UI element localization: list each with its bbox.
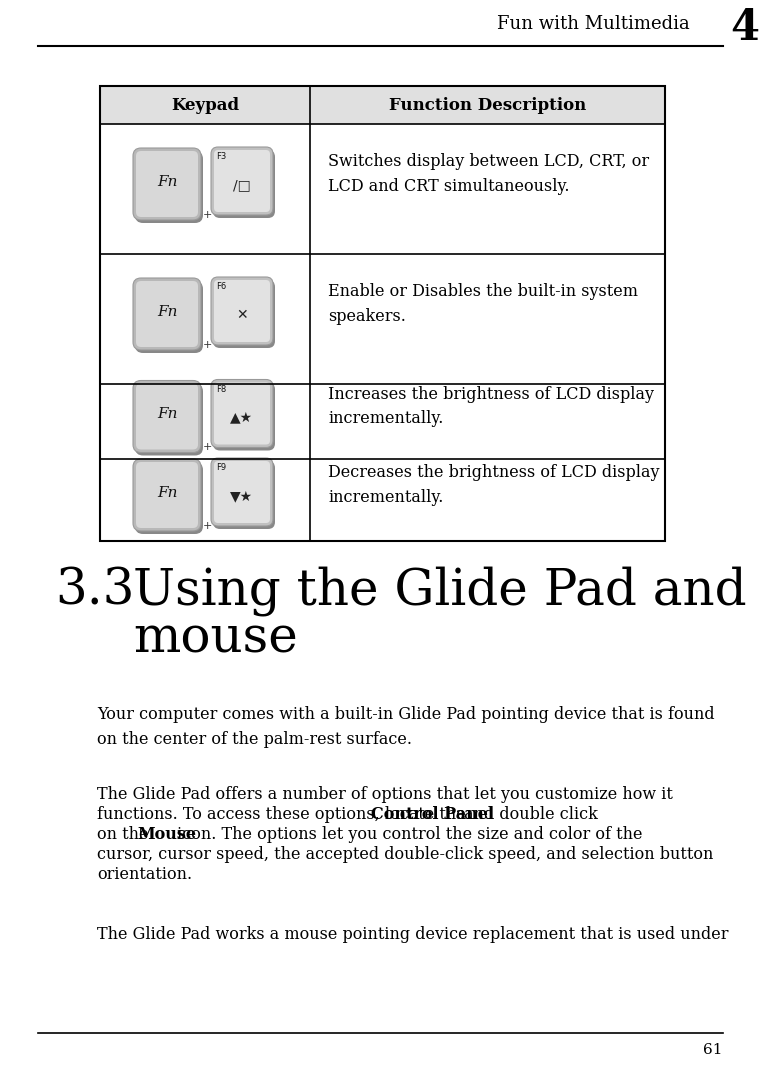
Text: Using the Glide Pad and Wireless: Using the Glide Pad and Wireless <box>133 566 761 615</box>
FancyBboxPatch shape <box>133 148 201 220</box>
FancyBboxPatch shape <box>135 151 203 223</box>
FancyBboxPatch shape <box>136 383 198 450</box>
Text: 4: 4 <box>731 8 759 49</box>
Text: Keypad: Keypad <box>171 97 239 113</box>
FancyBboxPatch shape <box>213 280 275 348</box>
Text: +: + <box>202 340 212 350</box>
Text: functions. To access these options, locate the: functions. To access these options, loca… <box>97 806 471 823</box>
Text: Function Description: Function Description <box>389 97 586 113</box>
FancyBboxPatch shape <box>136 151 198 217</box>
Text: Your computer comes with a built-in Glide Pad pointing device that is found
on t: Your computer comes with a built-in Glid… <box>97 706 715 749</box>
FancyBboxPatch shape <box>214 461 270 523</box>
Text: F6: F6 <box>216 282 226 291</box>
Text: Fn: Fn <box>157 408 177 422</box>
Text: The Glide Pad offers a number of options that let you customize how it: The Glide Pad offers a number of options… <box>97 785 673 803</box>
Text: ✕: ✕ <box>236 308 248 322</box>
Text: icon. The options let you control the size and color of the: icon. The options let you control the si… <box>172 826 642 843</box>
FancyBboxPatch shape <box>133 459 201 530</box>
Text: Mouse: Mouse <box>138 826 197 843</box>
FancyBboxPatch shape <box>211 277 273 345</box>
FancyBboxPatch shape <box>136 462 198 528</box>
Text: Enable or Disables the built-in system
speakers.: Enable or Disables the built-in system s… <box>328 283 638 325</box>
Text: The Glide Pad works a mouse pointing device replacement that is used under: The Glide Pad works a mouse pointing dev… <box>97 926 728 943</box>
FancyBboxPatch shape <box>133 278 201 350</box>
Text: +: + <box>202 442 212 453</box>
Text: +: + <box>202 210 212 220</box>
Text: Fun with Multimedia: Fun with Multimedia <box>497 15 690 33</box>
Text: Switches display between LCD, CRT, or
LCD and CRT simultaneously.: Switches display between LCD, CRT, or LC… <box>328 154 649 195</box>
Text: /□: /□ <box>233 178 251 192</box>
Text: Decreases the brightness of LCD display
incrementally.: Decreases the brightness of LCD display … <box>328 465 660 506</box>
Text: Fn: Fn <box>157 486 177 500</box>
FancyBboxPatch shape <box>213 150 275 218</box>
Text: F9: F9 <box>216 463 226 472</box>
FancyBboxPatch shape <box>214 280 270 342</box>
FancyBboxPatch shape <box>135 281 203 353</box>
FancyBboxPatch shape <box>213 382 275 451</box>
FancyBboxPatch shape <box>214 150 270 212</box>
Text: on the: on the <box>97 826 154 843</box>
Text: ▼★: ▼★ <box>231 489 253 502</box>
FancyBboxPatch shape <box>135 383 203 455</box>
Text: Control Panel: Control Panel <box>371 806 493 823</box>
Text: ▲★: ▲★ <box>231 411 253 425</box>
FancyBboxPatch shape <box>211 458 273 526</box>
Bar <box>100 86 665 541</box>
Text: and double click: and double click <box>459 806 598 823</box>
Text: orientation.: orientation. <box>97 866 192 883</box>
Text: F3: F3 <box>216 152 226 161</box>
Text: Fn: Fn <box>157 305 177 318</box>
Text: Increases the brightness of LCD display
incrementally.: Increases the brightness of LCD display … <box>328 386 654 427</box>
Text: 3.3: 3.3 <box>55 566 135 615</box>
FancyBboxPatch shape <box>211 147 273 215</box>
Text: F8: F8 <box>216 384 226 394</box>
Text: mouse: mouse <box>133 614 298 664</box>
Text: 61: 61 <box>703 1043 723 1057</box>
FancyBboxPatch shape <box>133 381 201 453</box>
FancyBboxPatch shape <box>135 462 203 534</box>
FancyBboxPatch shape <box>136 281 198 346</box>
Text: Fn: Fn <box>157 175 177 189</box>
Bar <box>100 86 665 124</box>
FancyBboxPatch shape <box>213 461 275 529</box>
Text: +: + <box>202 521 212 530</box>
Text: cursor, cursor speed, the accepted double-click speed, and selection button: cursor, cursor speed, the accepted doubl… <box>97 846 713 863</box>
FancyBboxPatch shape <box>214 382 270 444</box>
FancyBboxPatch shape <box>211 380 273 448</box>
